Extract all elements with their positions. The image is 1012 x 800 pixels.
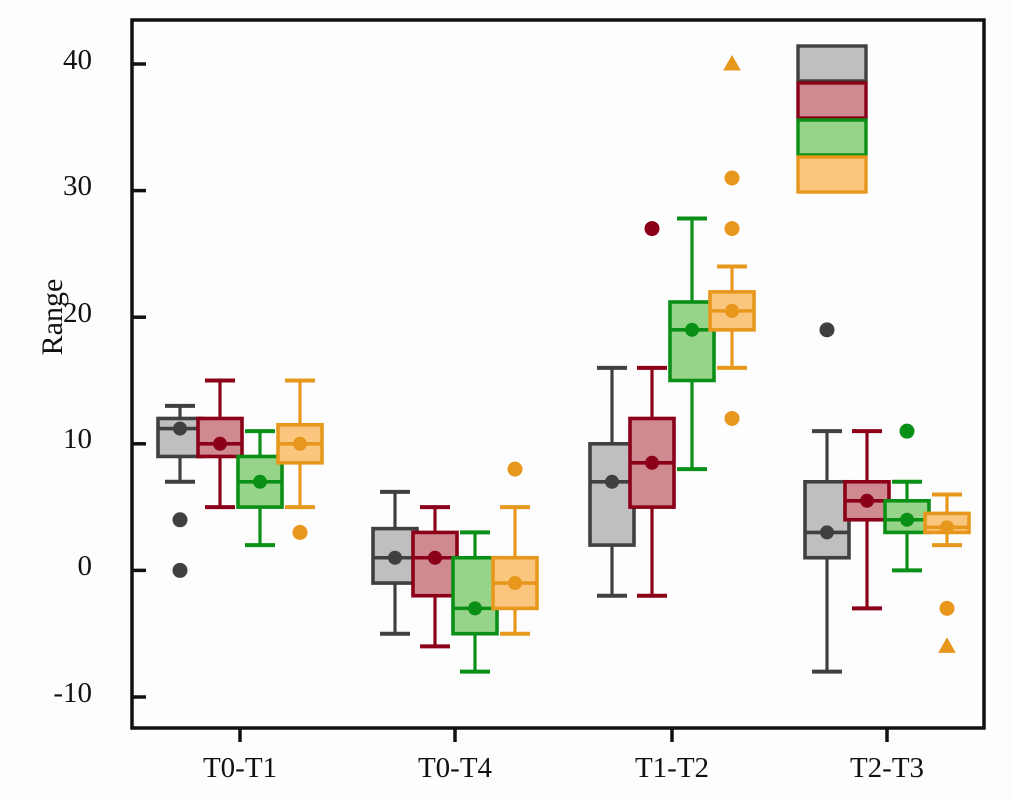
box-b-t1-t2 [628,221,676,598]
mean-marker [293,436,307,451]
box-rect [803,479,851,560]
outlier-circle [899,423,915,439]
y-tick-label: 10 [63,423,92,455]
legend-swatch-b[interactable] [796,81,868,120]
mean-marker [253,474,267,489]
mean-marker [685,322,699,337]
box-a-t0-t4 [371,489,419,636]
x-tick-label-t2-t3: T2-T3 [849,752,925,784]
mean-marker [820,525,834,540]
x-tick-label-t1-t2: T1-T2 [634,752,710,784]
box-rect [588,441,636,547]
outlier-triangle [723,54,741,71]
outlier-circle [292,524,308,540]
mean-marker [860,493,874,508]
x-tick-label-t0-t1: T0-T1 [202,752,278,784]
mean-marker [605,474,619,489]
mean-marker [940,520,954,535]
mean-marker [508,576,522,591]
mean-marker [645,455,659,470]
x-tick-label-t0-t4: T0-T4 [417,752,493,784]
box-d-t0-t1 [276,378,324,540]
y-tick-label: 30 [63,170,92,202]
y-tick-label: 20 [63,297,92,329]
outlier-circle [819,322,835,338]
box-rect [668,300,716,383]
outlier-circle [172,512,188,528]
outlier-circle [724,221,740,237]
mean-marker [213,436,227,451]
box-b-t0-t1 [196,378,244,510]
mean-marker [388,550,402,565]
box-c-t0-t4 [451,530,499,674]
y-tick-label: 40 [63,44,92,76]
outlier-circle [172,562,188,578]
outlier-circle [939,600,955,616]
mean-marker [428,550,442,565]
outlier-circle [644,221,660,237]
box-c-t0-t1 [236,429,284,548]
outlier-circle [724,170,740,186]
mean-marker [173,421,187,436]
y-tick-label: -10 [53,677,92,709]
box-c-t1-t2 [668,216,716,472]
box-b-t2-t3 [843,429,891,611]
box-d-t1-t2 [708,54,756,426]
legend-swatch-c[interactable] [796,118,868,157]
box-c-t2-t3 [883,423,931,573]
box-rect [451,555,499,636]
outlier-circle [507,461,523,477]
mean-marker [900,512,914,527]
outlier-triangle [938,637,956,653]
legend-swatch-a[interactable] [796,44,868,83]
box-a-t1-t2 [588,365,636,598]
y-tick-label: 0 [77,550,93,582]
box-b-t0-t4 [411,505,459,649]
box-d-t2-t3 [923,492,971,653]
legend-swatch-d[interactable] [796,155,868,194]
mean-marker [725,303,739,318]
box-d-t0-t4 [491,461,539,636]
outlier-circle [724,410,740,426]
mean-marker [468,601,482,616]
